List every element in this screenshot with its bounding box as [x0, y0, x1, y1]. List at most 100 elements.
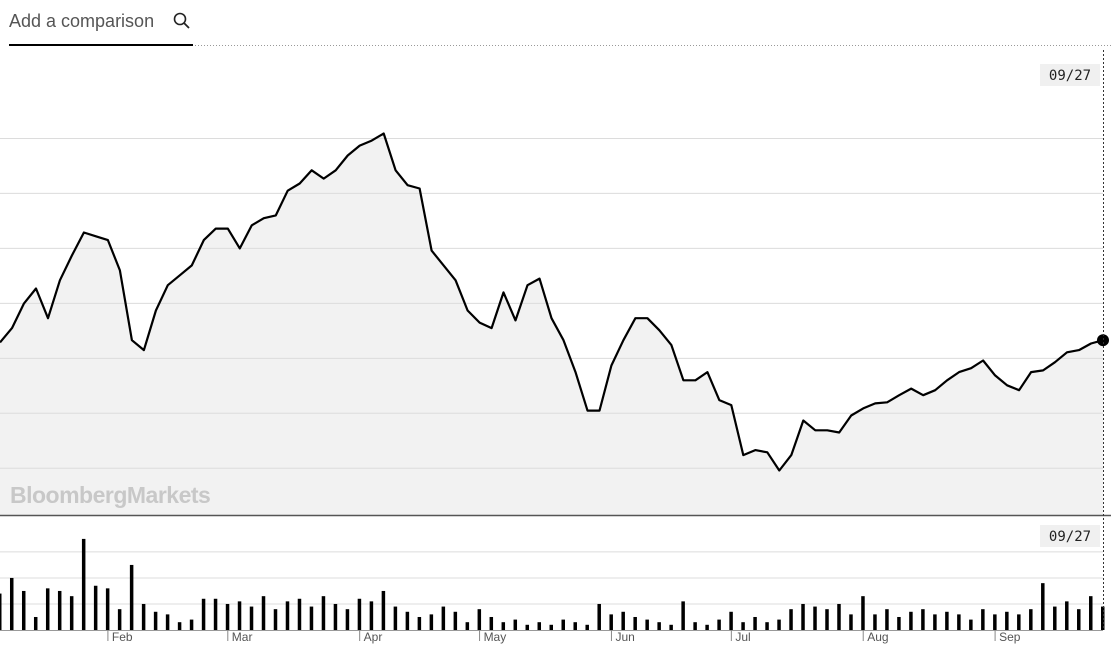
- volume-bar: [561, 619, 565, 630]
- search-placeholder[interactable]: Add a comparison: [9, 11, 155, 31]
- cursor-label-box: [1040, 525, 1100, 547]
- volume-bar: [669, 624, 673, 630]
- volume-bar: [465, 622, 470, 630]
- volume-bar: [225, 603, 230, 630]
- volume-bar: [705, 624, 709, 630]
- volume-bar: [957, 614, 961, 630]
- x-tick-label: Jul: [735, 630, 750, 644]
- volume-bar: [537, 622, 542, 630]
- volume-bar: [633, 616, 637, 630]
- volume-bar: [825, 609, 829, 630]
- x-tick-label: Mar: [232, 630, 253, 644]
- volume-bar: [9, 577, 14, 630]
- volume-bar: [117, 609, 122, 630]
- last-point: [1097, 334, 1109, 347]
- volume-bar: [1101, 606, 1105, 630]
- volume-bar: [357, 598, 362, 630]
- volume-bar: [729, 611, 733, 630]
- x-tick-label: May: [484, 630, 507, 644]
- volume-bar: [621, 611, 625, 630]
- volume-bar: [333, 603, 338, 630]
- volume-bar: [105, 588, 110, 630]
- volume-bar: [477, 609, 482, 630]
- volume-bar: [1077, 609, 1081, 630]
- volume-bar: [177, 622, 182, 630]
- volume-bar: [429, 614, 434, 630]
- volume-bar: [573, 622, 577, 630]
- volume-bar: [345, 609, 350, 630]
- volume-bar: [981, 609, 985, 630]
- x-tick-label: Feb: [112, 630, 133, 644]
- volume-bar: [321, 596, 326, 630]
- volume-bar: [309, 606, 314, 630]
- volume-bar: [45, 588, 50, 630]
- volume-bar: [1041, 583, 1045, 630]
- volume-bar: [885, 609, 889, 630]
- volume-bar: [381, 590, 386, 630]
- volume-bar: [645, 619, 649, 630]
- volume-bar: [153, 611, 158, 630]
- volume-bar: [57, 590, 62, 630]
- volume-bar: [93, 585, 98, 630]
- volume-bar: [861, 596, 865, 630]
- volume-bar: [501, 622, 506, 630]
- volume-bar: [801, 603, 805, 630]
- volume-bar: [417, 616, 422, 630]
- cursor-label-box: [1040, 64, 1100, 86]
- volume-bar: [285, 601, 290, 630]
- volume-bar: [873, 614, 877, 630]
- volume-bar: [69, 596, 74, 630]
- price-line: [0, 132, 1104, 472]
- volume-bar: [777, 619, 781, 630]
- search-box[interactable]: Add a comparison: [9, 0, 193, 46]
- volume-bar: [849, 614, 853, 630]
- volume-bar: [609, 614, 613, 630]
- x-tick-label: Aug: [867, 630, 888, 644]
- volume-bar: [189, 619, 194, 630]
- volume-bar: [141, 603, 146, 630]
- volume-bar: [969, 619, 973, 630]
- volume-bar: [897, 616, 901, 630]
- volume-bar: [213, 598, 218, 630]
- volume-bar: [1053, 606, 1057, 630]
- volume-bar: [525, 624, 530, 630]
- volume-bar: [393, 606, 398, 630]
- volume-bar: [489, 616, 494, 630]
- volume-bar: [597, 603, 601, 630]
- price-area: [0, 133, 1103, 515]
- volume-bar: [201, 598, 206, 630]
- volume-bar: [453, 611, 458, 630]
- volume-bar: [369, 601, 374, 630]
- volume-bar: [681, 601, 685, 630]
- volume-bar: [0, 593, 2, 630]
- volume-bar: [549, 624, 553, 630]
- volume-bar: [837, 603, 841, 630]
- volume-bar: [909, 611, 913, 630]
- cursor-label: 09/27: [1049, 529, 1091, 545]
- volume-bar: [813, 606, 817, 630]
- volume-bar: [273, 609, 278, 630]
- volume-bar: [129, 564, 134, 630]
- volume-bar: [945, 611, 949, 630]
- volume-bar: [765, 622, 769, 630]
- volume-bar: [81, 538, 86, 630]
- x-tick-label: Sep: [999, 630, 1021, 644]
- volume-bar: [741, 622, 745, 630]
- x-tick-label: Apr: [364, 630, 383, 644]
- volume-bar: [933, 614, 937, 630]
- cursor-label: 09/27: [1049, 68, 1091, 84]
- volume-bar: [165, 614, 170, 630]
- volume-bar: [513, 619, 518, 630]
- volume-bar: [921, 609, 925, 630]
- volume-bar: [237, 601, 242, 630]
- watermark: BloombergMarkets: [10, 482, 210, 508]
- search-icon[interactable]: [173, 12, 191, 30]
- volume-bar: [789, 609, 793, 630]
- volume-bar: [1089, 596, 1093, 630]
- volume-bar: [441, 606, 446, 630]
- volume-bar: [585, 624, 589, 630]
- volume-bar: [717, 619, 721, 630]
- volume-bar: [21, 590, 26, 630]
